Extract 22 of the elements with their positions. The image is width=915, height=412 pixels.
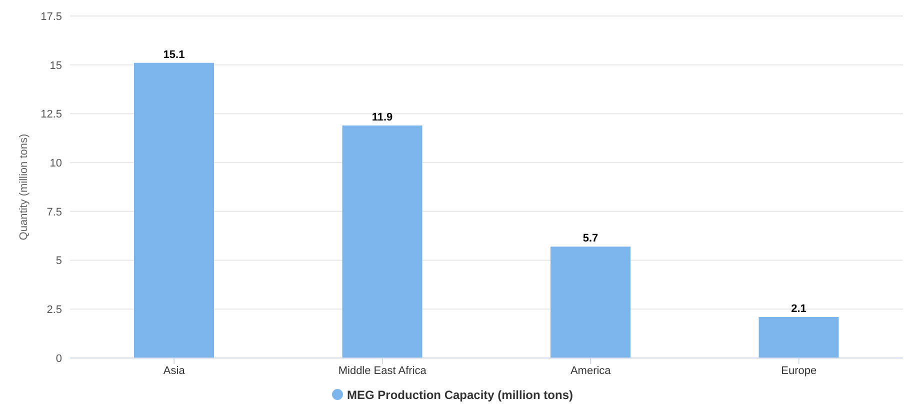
bar [342, 125, 422, 358]
y-tick-label: 7.5 [46, 206, 62, 218]
data-label: 5.7 [582, 232, 598, 245]
y-tick-label: 17.5 [40, 10, 62, 23]
y-tick-label: 10 [50, 157, 62, 170]
y-tick-label: 5 [56, 255, 62, 268]
x-tick-label: Europe [781, 364, 817, 377]
bar [550, 246, 630, 358]
data-label: 2.1 [791, 302, 806, 315]
y-tick-label: 2.5 [46, 304, 62, 316]
y-tick-label: 15 [50, 60, 62, 72]
x-tick-label: America [570, 364, 612, 377]
x-tick-label: Middle East Africa [338, 364, 428, 377]
data-label: 15.1 [163, 48, 185, 61]
bar [134, 62, 214, 358]
legend-label: MEG Production Capacity (million tons) [346, 388, 573, 402]
y-axis-title: Quantity (million tons) [18, 134, 30, 240]
bar [758, 316, 839, 358]
x-tick-label: Asia [163, 364, 186, 377]
y-tick-label: 0 [56, 352, 62, 365]
y-tick-label: 12.5 [40, 108, 62, 121]
data-label: 11.9 [372, 111, 393, 124]
